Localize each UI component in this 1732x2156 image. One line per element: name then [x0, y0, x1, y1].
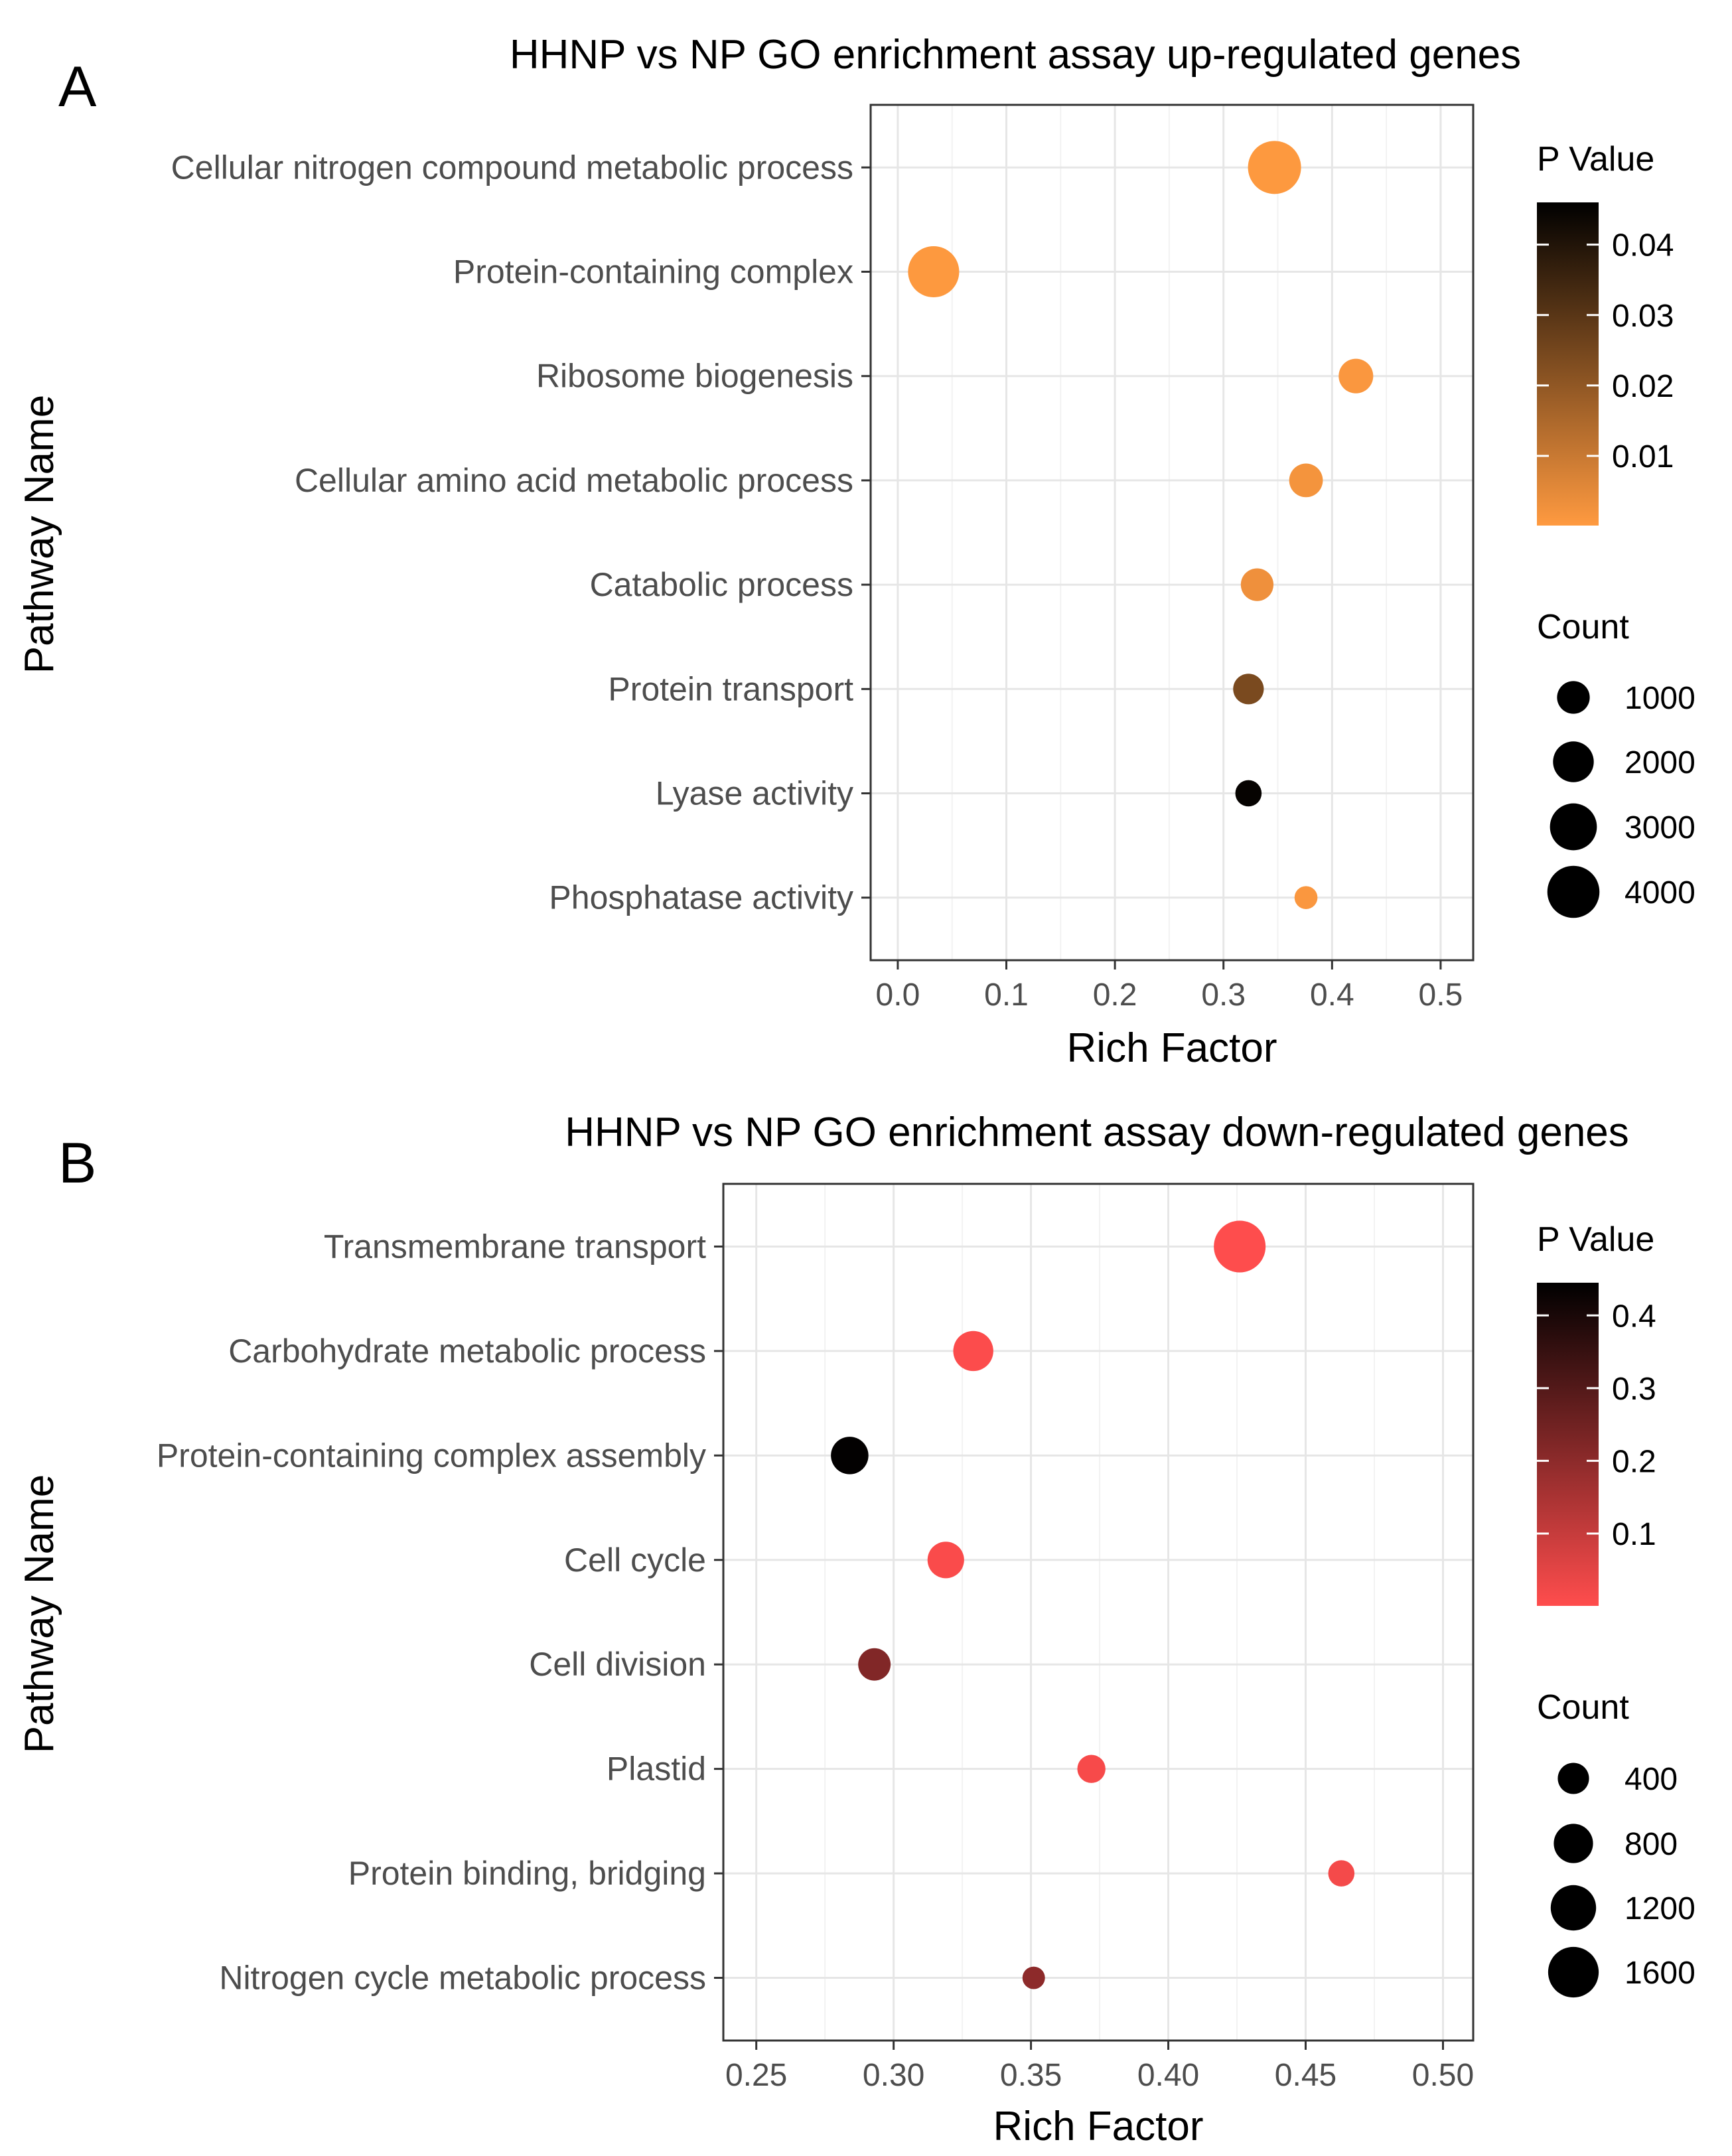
colorbar	[1537, 202, 1599, 526]
size-legend-circle	[1550, 803, 1597, 851]
data-point	[1235, 780, 1262, 807]
data-point	[1214, 1220, 1266, 1273]
y-tick-label: Cell cycle	[564, 1542, 706, 1579]
legend-title: Count	[1537, 608, 1629, 646]
y-tick-label: Protein transport	[608, 670, 853, 707]
colorbar	[1537, 1283, 1599, 1606]
panel-label: A	[58, 55, 97, 119]
chart-title: HHNP vs NP GO enrichment assay down-regu…	[565, 1110, 1629, 1155]
data-point	[953, 1330, 993, 1372]
x-tick-label: 0.25	[725, 2058, 787, 2093]
size-legend-label: 1600	[1624, 1956, 1696, 1991]
y-tick-label: Cellular nitrogen compound metabolic pro…	[171, 149, 853, 186]
x-tick-label: 0.5	[1419, 977, 1463, 1013]
size-legend-label: 1000	[1624, 681, 1696, 716]
y-tick-label: Nitrogen cycle metabolic process	[219, 1960, 706, 1997]
x-tick-label: 0.35	[1000, 2058, 1062, 2093]
panel-a: A HHNP vs NP GO enrichment assay up-regul…	[17, 32, 1696, 1071]
y-tick-label: Cell division	[529, 1646, 706, 1683]
count-legend: Count 1000 2000 3000 4000	[1537, 608, 1696, 918]
size-legend-circle	[1548, 1946, 1599, 1998]
data-point	[831, 1437, 869, 1474]
data-point	[1294, 886, 1318, 910]
data-point	[1022, 1966, 1045, 1989]
y-tick-label: Protein-containing complex assembly	[157, 1437, 706, 1474]
x-tick-label: 0.2	[1093, 977, 1137, 1013]
colorbar-tick-label: 0.3	[1612, 1372, 1656, 1407]
colorbar-tick-label: 0.1	[1612, 1517, 1656, 1552]
plot-background	[871, 105, 1473, 960]
data-point	[1328, 1860, 1355, 1887]
size-legend-circle	[1557, 681, 1590, 714]
p-value-legend: P Value 0.04 0.03 0.02 0.01	[1537, 140, 1674, 526]
y-tick-label: Plastid	[607, 1751, 706, 1788]
colorbar-tick-label: 0.4	[1612, 1299, 1656, 1334]
size-legend-label: 800	[1624, 1827, 1678, 1862]
size-legend-label: 1200	[1624, 1891, 1696, 1926]
data-point	[908, 246, 960, 298]
y-tick-label: Phosphatase activity	[549, 879, 853, 916]
plot-border	[869, 104, 1475, 962]
x-axis-label: Rich Factor	[993, 2104, 1204, 2149]
p-value-legend: P Value 0.4 0.3 0.2 0.1	[1537, 1220, 1656, 1606]
size-legend-circle	[1547, 865, 1600, 918]
y-tick-label: Catabolic process	[590, 566, 853, 603]
x-tick-label: 0.1	[984, 977, 1029, 1013]
x-tick-label: 0.40	[1137, 2058, 1199, 2093]
y-tick-label: Carbohydrate metabolic process	[228, 1332, 706, 1370]
colorbar-tick-label: 0.03	[1612, 299, 1674, 334]
x-tick-label: 0.30	[863, 2058, 924, 2093]
x-tick-label: 0.4	[1310, 977, 1354, 1013]
y-tick-label: Lyase activity	[656, 774, 853, 812]
y-tick-label: Cellular amino acid metabolic process	[295, 462, 853, 499]
colorbar-tick-label: 0.04	[1612, 228, 1674, 263]
x-tick-label: 0.50	[1412, 2058, 1474, 2093]
legend-title: P Value	[1537, 1220, 1654, 1259]
size-legend-circle	[1557, 1762, 1589, 1794]
data-point	[1248, 141, 1301, 194]
size-legend-label: 2000	[1624, 745, 1696, 780]
x-axis-label: Rich Factor	[1067, 1025, 1277, 1071]
size-legend-label: 400	[1624, 1762, 1678, 1797]
size-legend-label: 3000	[1624, 810, 1696, 845]
data-point	[1233, 674, 1264, 705]
panel-label: B	[58, 1131, 96, 1195]
panel-b: B HHNP vs NP GO enrichment assay down-reg…	[17, 1110, 1696, 2149]
size-legend-circle	[1553, 741, 1594, 782]
data-point	[927, 1542, 964, 1579]
count-legend: Count 400 800 1200 1600	[1537, 1688, 1696, 1998]
colorbar-tick-label: 0.01	[1612, 439, 1674, 474]
y-tick-label: Transmembrane transport	[324, 1228, 706, 1265]
x-tick-label: 0.45	[1275, 2058, 1336, 2093]
data-point	[1077, 1755, 1106, 1783]
data-point	[858, 1648, 891, 1681]
plot-background	[723, 1184, 1473, 2041]
size-legend-circle	[1553, 1824, 1593, 1863]
plot-border	[722, 1183, 1475, 2042]
legend-title: P Value	[1537, 140, 1654, 179]
data-point	[1338, 358, 1374, 394]
x-tick-label: 0.3	[1201, 977, 1246, 1013]
x-tick-label: 0.0	[876, 977, 920, 1013]
data-point	[1240, 568, 1274, 601]
y-tick-label: Protein binding, bridging	[348, 1855, 706, 1892]
size-legend-label: 4000	[1624, 875, 1696, 910]
y-tick-label: Ribosome biogenesis	[536, 358, 853, 395]
y-axis-label: Pathway Name	[17, 395, 62, 674]
colorbar-tick-label: 0.2	[1612, 1444, 1656, 1479]
y-axis-label: Pathway Name	[17, 1474, 62, 1753]
size-legend-circle	[1550, 1885, 1597, 1931]
colorbar-tick-label: 0.02	[1612, 369, 1674, 404]
data-point	[1289, 463, 1323, 498]
legend-title: Count	[1537, 1688, 1629, 1727]
y-tick-label: Protein-containing complex	[453, 253, 853, 291]
chart-title: HHNP vs NP GO enrichment assay up-regula…	[510, 32, 1521, 78]
